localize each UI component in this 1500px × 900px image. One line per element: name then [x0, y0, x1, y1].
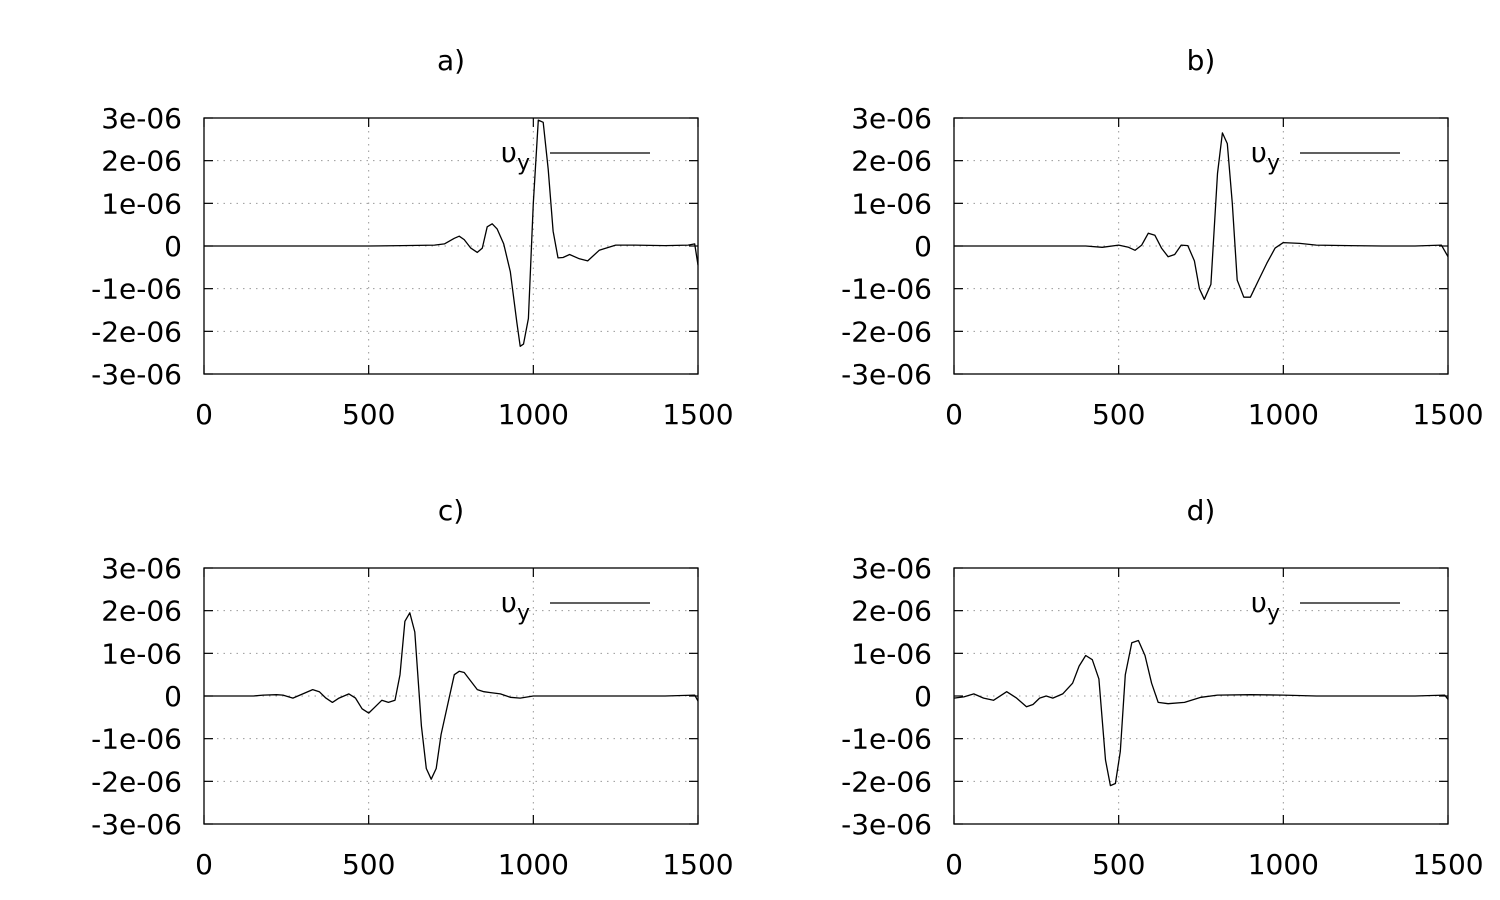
series-line-1: [204, 119, 699, 347]
panel-title: c): [438, 494, 464, 527]
legend-label-subscript: y: [1267, 151, 1280, 176]
y-tick-label: 3e-06: [851, 102, 932, 135]
x-tick-label: 500: [1092, 848, 1145, 881]
y-tick-label: -3e-06: [91, 808, 182, 841]
legend-label-main: υ: [501, 136, 517, 169]
x-tick-label: 500: [342, 848, 395, 881]
x-tick-label: 1000: [498, 398, 569, 431]
y-tick-label: -2e-06: [91, 315, 182, 348]
x-tick-label: 1500: [1412, 848, 1483, 881]
y-tick-label: -2e-06: [841, 315, 932, 348]
x-tick-label: 0: [195, 848, 213, 881]
x-tick-label: 0: [945, 848, 963, 881]
legend-label-subscript: y: [517, 601, 530, 626]
series-line-1: [954, 132, 1449, 300]
y-tick-label: 1e-06: [851, 187, 932, 220]
panel-title: b): [1187, 44, 1216, 77]
y-tick-label: -2e-06: [91, 765, 182, 798]
x-tick-label: 1000: [1248, 398, 1319, 431]
legend-label-subscript: y: [517, 151, 530, 176]
series-line-1: [204, 612, 699, 780]
y-tick-label: -1e-06: [841, 273, 932, 306]
y-tick-label: -1e-06: [841, 723, 932, 756]
panel-title: a): [437, 44, 465, 77]
y-tick-label: 0: [914, 680, 932, 713]
y-tick-label: 0: [164, 230, 182, 263]
plot-frame: [203, 117, 699, 375]
panel-title: d): [1187, 494, 1216, 527]
y-tick-label: 0: [164, 680, 182, 713]
x-tick-label: 1500: [662, 398, 733, 431]
y-tick-label: -3e-06: [841, 358, 932, 391]
x-tick-label: 0: [195, 398, 213, 431]
y-tick-label: 2e-06: [851, 145, 932, 178]
y-tick-label: -3e-06: [91, 358, 182, 391]
plot-frame: [953, 117, 1449, 375]
legend-label-main: υ: [501, 586, 517, 619]
x-tick-label: 1500: [662, 848, 733, 881]
x-tick-label: 0: [945, 398, 963, 431]
y-tick-label: 1e-06: [851, 637, 932, 670]
y-tick-label: 3e-06: [851, 552, 932, 585]
x-tick-label: 500: [342, 398, 395, 431]
plot-frame: [953, 567, 1449, 825]
y-tick-label: 1e-06: [101, 187, 182, 220]
y-tick-label: 0: [914, 230, 932, 263]
chart-panel-3: 0 500 1000 1500 3e-06 2e-06 1e-06 0 -1e-06 -2e-06…: [91, 494, 734, 881]
y-tick-label: -2e-06: [841, 765, 932, 798]
x-tick-label: 1500: [1412, 398, 1483, 431]
x-tick-label: 1000: [498, 848, 569, 881]
x-tick-label: 1000: [1248, 848, 1319, 881]
legend-label-main: υ: [1251, 586, 1267, 619]
chart-panel-2: 0 500 1000 1500 3e-06 2e-06 1e-06 0 -1e-06 -2e-06…: [841, 44, 1484, 431]
y-tick-label: 2e-06: [851, 595, 932, 628]
chart-panel-4: 0 500 1000 1500 3e-06 2e-06 1e-06 0 -1e-06 -2e-06…: [841, 494, 1484, 881]
y-tick-label: 3e-06: [101, 102, 182, 135]
legend-label: υy: [501, 136, 530, 176]
plot-frame: [203, 567, 699, 825]
chart-panel-1: 0 500 1000 1500 3e-06 2e-06 1e-06 0 -1e-06 -2e-06…: [91, 44, 734, 431]
legend-label: υy: [501, 586, 530, 626]
y-tick-label: -3e-06: [841, 808, 932, 841]
legend-label-main: υ: [1251, 136, 1267, 169]
legend-label-subscript: y: [1267, 601, 1280, 626]
y-tick-label: -1e-06: [91, 723, 182, 756]
x-tick-label: 500: [1092, 398, 1145, 431]
legend-label: υy: [1251, 136, 1280, 176]
legend-label: υy: [1251, 586, 1280, 626]
y-tick-label: 1e-06: [101, 637, 182, 670]
y-tick-label: -1e-06: [91, 273, 182, 306]
y-tick-label: 2e-06: [101, 595, 182, 628]
series-line-1: [953, 639, 1449, 787]
y-tick-label: 3e-06: [101, 552, 182, 585]
y-tick-label: 2e-06: [101, 145, 182, 178]
